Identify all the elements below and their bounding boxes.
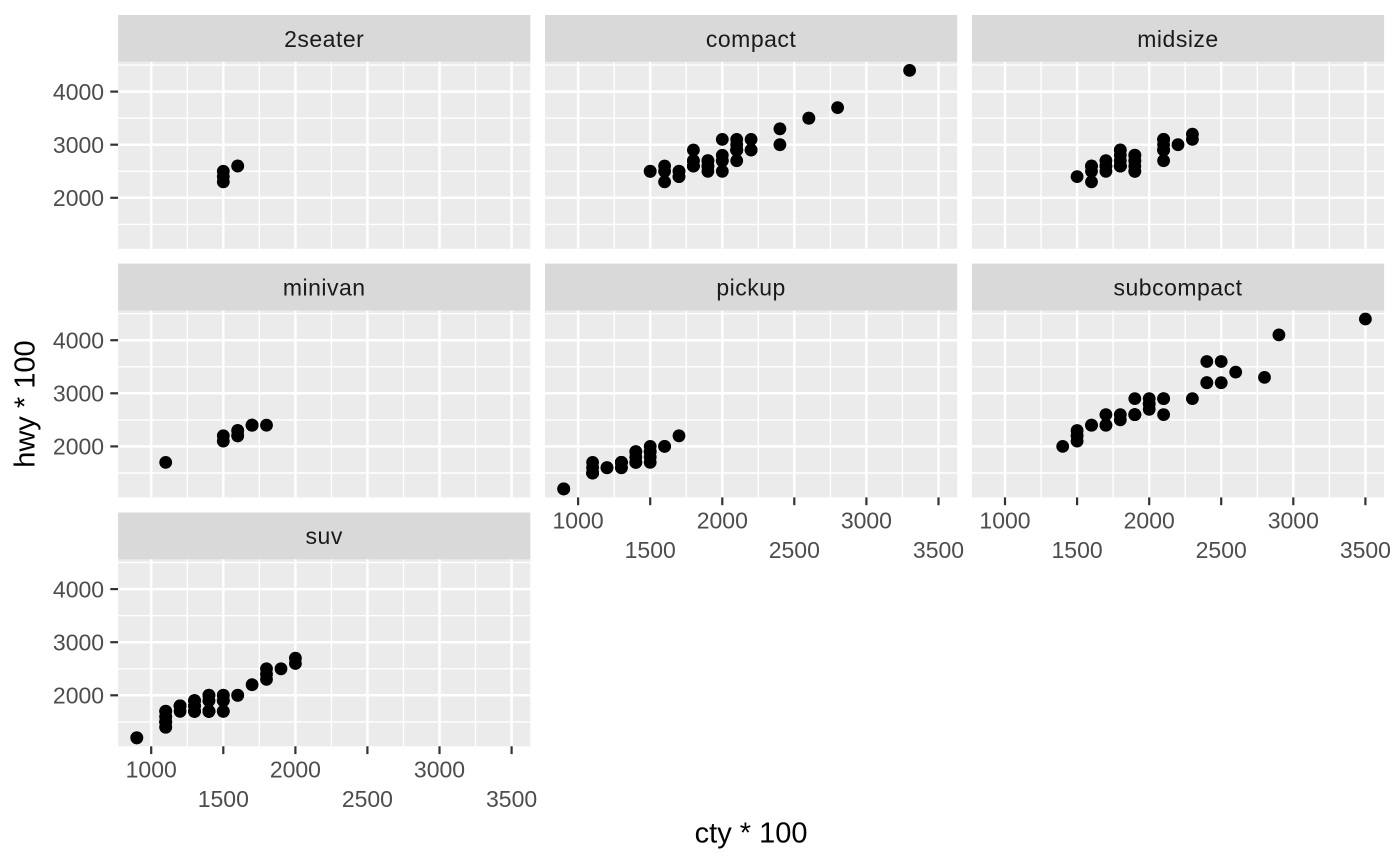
svg-text:2000: 2000: [53, 434, 104, 460]
svg-text:3500: 3500: [486, 786, 537, 812]
svg-text:4000: 4000: [53, 328, 104, 354]
svg-text:2seater: 2seater: [284, 26, 364, 52]
svg-text:compact: compact: [706, 26, 797, 52]
svg-text:2500: 2500: [769, 537, 820, 563]
svg-text:3000: 3000: [414, 757, 465, 783]
svg-text:1000: 1000: [553, 508, 604, 534]
svg-text:1000: 1000: [126, 757, 177, 783]
svg-text:1500: 1500: [1052, 537, 1103, 563]
svg-text:1500: 1500: [625, 537, 676, 563]
svg-text:hwy * 100: hwy * 100: [10, 340, 42, 467]
svg-text:2000: 2000: [53, 683, 104, 709]
svg-text:suv: suv: [306, 523, 343, 549]
svg-text:3000: 3000: [1268, 508, 1319, 534]
svg-text:4000: 4000: [53, 576, 104, 602]
svg-text:3000: 3000: [53, 132, 104, 158]
svg-text:3000: 3000: [53, 381, 104, 407]
svg-text:3500: 3500: [913, 537, 964, 563]
svg-text:1500: 1500: [198, 786, 249, 812]
svg-text:2000: 2000: [53, 185, 104, 211]
svg-text:2000: 2000: [1124, 508, 1175, 534]
svg-text:3500: 3500: [1340, 537, 1391, 563]
svg-text:midsize: midsize: [1137, 26, 1218, 52]
svg-text:minivan: minivan: [283, 274, 366, 300]
svg-text:pickup: pickup: [716, 274, 785, 300]
svg-text:2500: 2500: [1196, 537, 1247, 563]
svg-text:2000: 2000: [270, 757, 321, 783]
svg-text:2500: 2500: [342, 786, 393, 812]
svg-text:cty * 100: cty * 100: [695, 818, 808, 850]
svg-text:subcompact: subcompact: [1113, 274, 1242, 300]
svg-text:3000: 3000: [53, 630, 104, 656]
svg-text:3000: 3000: [841, 508, 892, 534]
svg-text:4000: 4000: [53, 79, 104, 105]
svg-text:1000: 1000: [979, 508, 1030, 534]
svg-text:2000: 2000: [697, 508, 748, 534]
